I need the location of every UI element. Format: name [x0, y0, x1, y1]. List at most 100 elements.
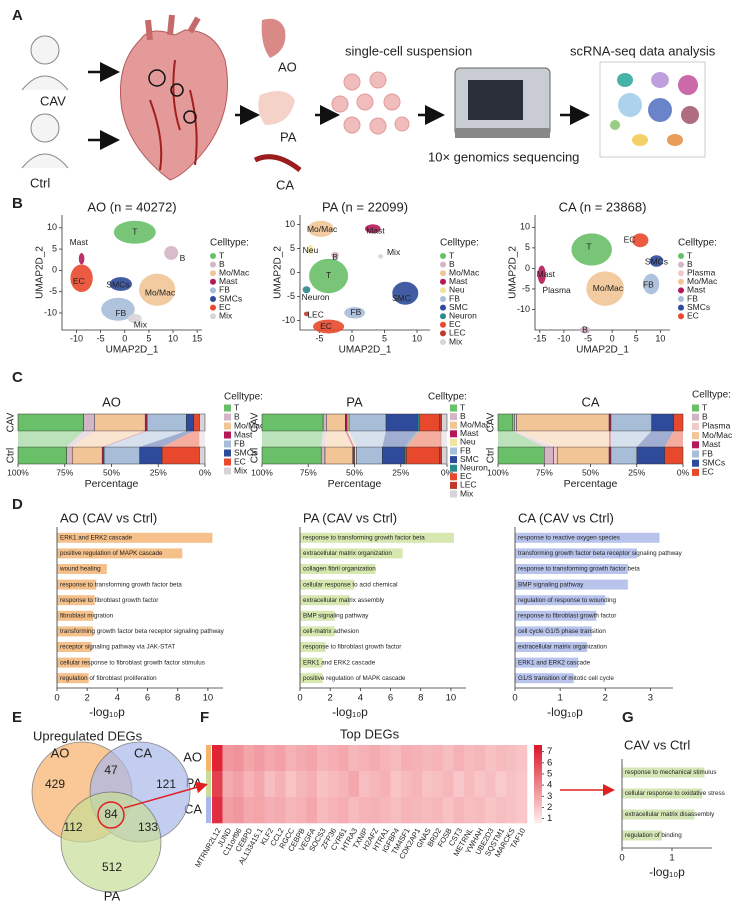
bar-segment [199, 446, 206, 465]
colorbar-label: 5 [547, 768, 552, 779]
arrow [123, 781, 208, 809]
heat-cell [453, 797, 465, 824]
cluster-label: T [586, 241, 591, 251]
legend-swatch [450, 481, 457, 489]
x-tick-label: 100% [251, 467, 273, 477]
flow-band [441, 431, 447, 447]
bar-segment [651, 413, 674, 432]
heat-cell [264, 797, 276, 824]
heat-cell [485, 745, 496, 772]
flow-band [345, 431, 355, 447]
bar-segment [146, 413, 187, 432]
bar-label: cellular response to fibroblast growth f… [60, 659, 205, 666]
cluster [139, 273, 176, 306]
x-tick-label: 0 [610, 333, 615, 343]
legend-swatch [440, 296, 446, 302]
legend-swatch [224, 458, 231, 466]
legend-label: SMCs [234, 447, 257, 457]
heat-cell [275, 771, 286, 798]
legend-swatch [440, 253, 446, 259]
umap-title: PA (n = 22099) [322, 199, 408, 214]
bar [515, 595, 606, 606]
legend-swatch [692, 450, 699, 458]
bar [300, 610, 335, 621]
y-tick-label: 10 [47, 222, 57, 232]
cluster-label: FB [643, 279, 654, 289]
flow-band [72, 431, 146, 447]
heat-cell [306, 797, 318, 824]
legend-label: B [219, 259, 225, 269]
legend-swatch [450, 464, 457, 472]
legend-label: T [449, 250, 454, 260]
x-tick-label: 75% [56, 467, 73, 477]
cluster-label: Mix [387, 247, 401, 257]
venn-count: 429 [45, 777, 65, 791]
bar-segment [556, 446, 610, 465]
x-tick-label: 1 [669, 853, 674, 864]
flow-band [66, 431, 95, 447]
legend-label: FB [687, 293, 698, 303]
bar-segment [544, 446, 554, 465]
x-tick-label: 2 [603, 693, 608, 704]
bar-label: response to transforming growth factor b… [518, 566, 640, 573]
legend-label: B [702, 411, 708, 421]
legend-label: B [234, 411, 240, 421]
heat-cell [516, 797, 528, 824]
cluster-label: B [582, 324, 588, 334]
axis-line [299, 215, 430, 331]
x-tick-label: 4 [115, 693, 120, 704]
legend-label: EC [702, 467, 714, 477]
bar-segment [144, 413, 148, 432]
bar-segment [66, 446, 73, 465]
legend-swatch [692, 413, 699, 421]
legend-label: FB [702, 448, 713, 458]
x-tick-label: 0 [122, 333, 127, 343]
y-tick-label: 10 [520, 222, 530, 232]
x-tick-label: 50% [103, 467, 120, 477]
bar-segment [83, 413, 95, 432]
legend-swatch [440, 339, 446, 345]
legend-label: T [687, 250, 692, 260]
x-axis-label: UMAP2D_1 [106, 345, 159, 356]
heat-cell [359, 797, 370, 824]
legend-swatch [224, 449, 231, 457]
x-tick-label: 0 [512, 693, 517, 704]
row-annotation [206, 745, 211, 771]
panel-letter: D [12, 496, 23, 513]
bar [57, 610, 94, 621]
legend-swatch [678, 304, 684, 311]
chart-title: PA (CAV vs Ctrl) [303, 510, 397, 525]
cluster [302, 286, 311, 294]
bar-label: transforming growth factor beta receptor… [518, 550, 683, 557]
legend-swatch [224, 431, 231, 439]
x-tick-label: 0 [349, 333, 354, 343]
bar-segment [320, 446, 326, 465]
cluster-label: Mix [134, 320, 148, 330]
bar [57, 626, 94, 637]
bar-segment [610, 413, 652, 432]
heat-cell [296, 771, 307, 798]
cluster-label: T [132, 227, 137, 237]
cluster-label: SMC [392, 293, 411, 303]
venn-count: 47 [104, 763, 118, 777]
legend-swatch [210, 270, 216, 277]
legend-swatch [440, 304, 446, 311]
heat-cell [285, 745, 297, 772]
y-tick-label: CAV [250, 412, 261, 432]
legend-label: FB [219, 285, 230, 295]
chart-title: Top DEGs [340, 726, 400, 741]
x-axis-label: -log₁₀p [89, 705, 125, 719]
heat-cell [338, 771, 349, 798]
legend-swatch [692, 422, 699, 430]
heat-cell [516, 745, 528, 772]
cluster [344, 307, 365, 319]
bar-label: regulation of fibroblast proliferation [60, 675, 157, 682]
panel-letter: C [12, 369, 23, 386]
bar [300, 548, 403, 559]
flow-band [498, 431, 545, 447]
x-tick-label: 25% [628, 467, 645, 477]
legend-label: Mast [687, 285, 706, 295]
heat-cell [422, 797, 433, 824]
bar [57, 548, 183, 559]
bar-segment [406, 446, 440, 465]
